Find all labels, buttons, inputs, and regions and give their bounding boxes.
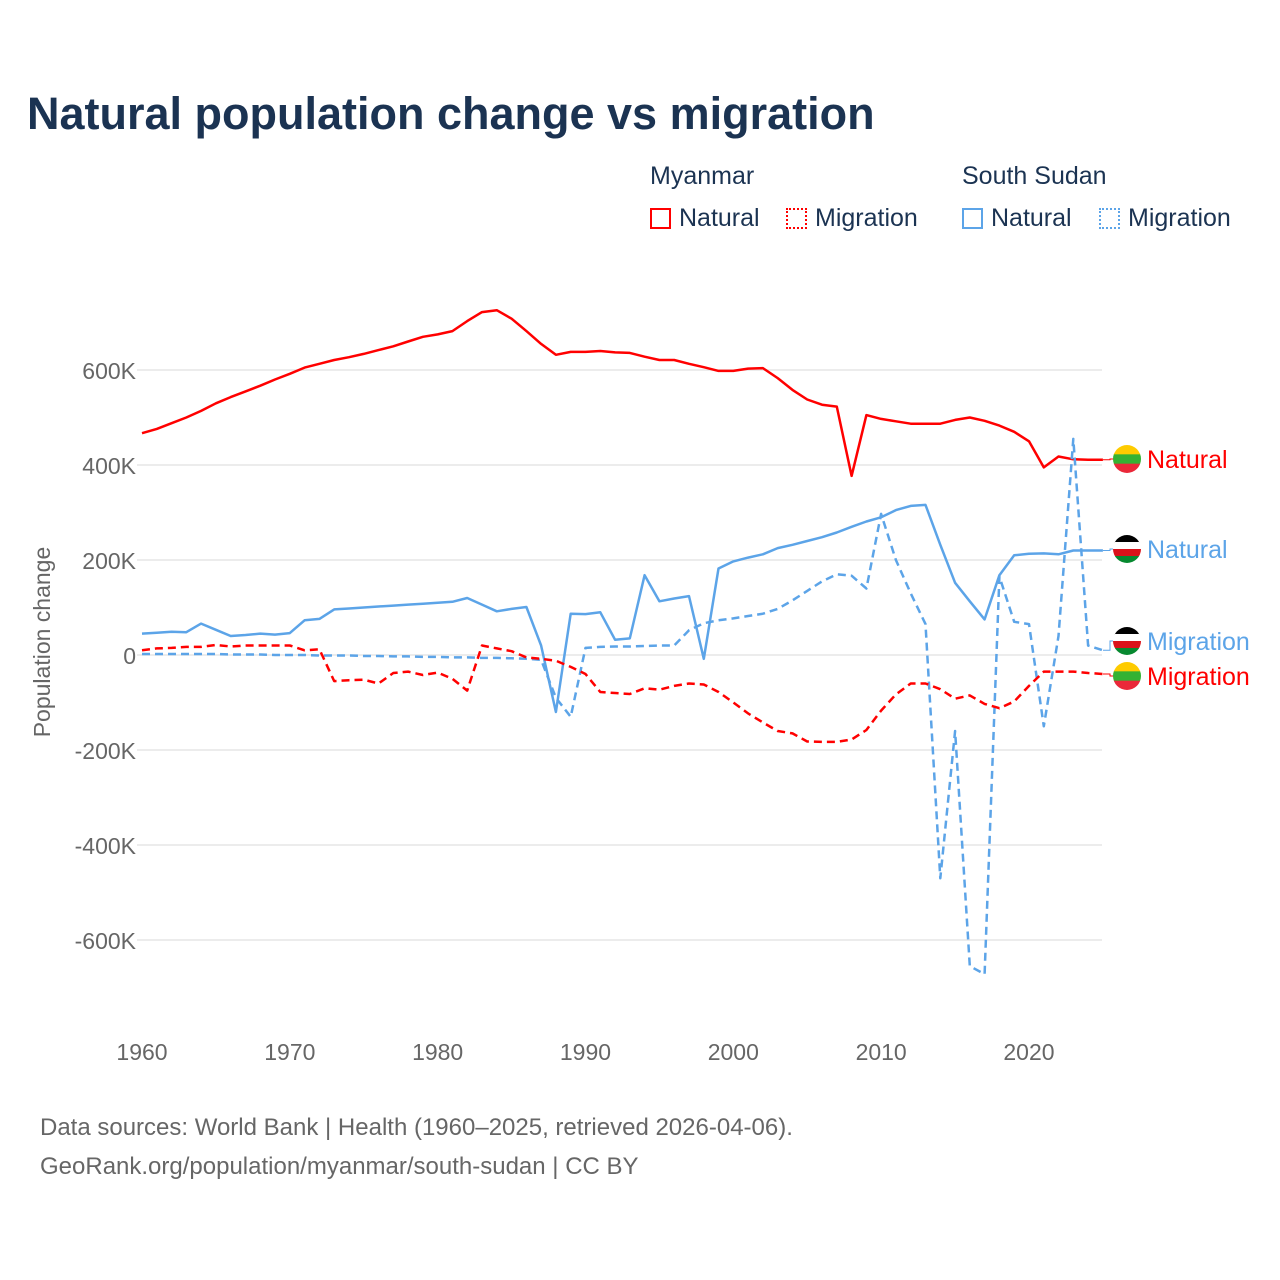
legend-swatch [1099, 208, 1120, 229]
x-tick-label: 2010 [856, 1039, 907, 1065]
south-sudan-flag-icon [1113, 535, 1141, 563]
legend-south-sudan-migration[interactable]: Migration [1099, 204, 1231, 233]
myanmar-flag-icon [1113, 445, 1141, 473]
legend-swatch [962, 208, 983, 229]
south-sudan-flag-icon [1113, 627, 1141, 655]
y-tick-label: 400K [82, 453, 136, 479]
y-tick-label: 600K [82, 358, 136, 384]
data-source-note: Data sources: World Bank | Health (1960–… [40, 1114, 793, 1141]
legend-swatch [650, 208, 671, 229]
series-line-myanmar-natural [141, 308, 1103, 478]
legend-myanmar-natural[interactable]: Natural [650, 204, 760, 233]
series-line-south-sudan-natural [141, 503, 1103, 714]
legend-south-sudan-natural[interactable]: Natural [962, 204, 1072, 233]
chart-title: Natural population change vs migration [27, 88, 875, 139]
legend-myanmar-migration[interactable]: Migration [786, 204, 918, 233]
legend-label: Migration [815, 204, 918, 232]
label-connector [1103, 458, 1115, 461]
legend-label: Migration [1128, 204, 1231, 232]
source-link[interactable]: GeoRank.org/population/myanmar/south-sud… [40, 1153, 639, 1180]
end-label: Migration [1147, 628, 1250, 656]
legend-label: Natural [679, 204, 760, 232]
y-tick-label: 200K [82, 548, 136, 574]
end-label: Natural [1147, 536, 1228, 564]
series-line-myanmar-migration [141, 643, 1103, 744]
footer: Data sources: World Bank | Health (1960–… [40, 1108, 793, 1186]
end-label: Natural [1147, 446, 1228, 474]
label-connector [1103, 673, 1115, 677]
legend-swatch [786, 208, 807, 229]
y-tick-label: -200K [75, 738, 137, 764]
myanmar-flag-icon [1113, 662, 1141, 690]
series-line-south-sudan-migration [142, 437, 1104, 976]
x-tick-label: 1960 [116, 1039, 167, 1065]
x-tick-label: 1970 [264, 1039, 315, 1065]
label-connector [1103, 548, 1115, 551]
y-tick-label: 0 [123, 643, 136, 669]
x-tick-label: 1980 [412, 1039, 463, 1065]
label-connector [1103, 640, 1115, 651]
x-tick-label: 2000 [708, 1039, 759, 1065]
x-tick-label: 2020 [1003, 1039, 1054, 1065]
y-tick-label: -600K [75, 928, 137, 954]
legend-group-south-sudan: South Sudan [962, 162, 1107, 190]
y-axis-label: Population change [29, 547, 55, 738]
legend-label: Natural [991, 204, 1072, 232]
legend-group-myanmar: Myanmar [650, 162, 755, 190]
end-label: Migration [1147, 663, 1250, 691]
line-chart: 600K 400K 200K 0 -200K -400K -600K 1960 1970 1980… [29, 308, 1250, 1065]
x-tick-label: 1990 [560, 1039, 611, 1065]
y-tick-label: -400K [75, 833, 137, 859]
